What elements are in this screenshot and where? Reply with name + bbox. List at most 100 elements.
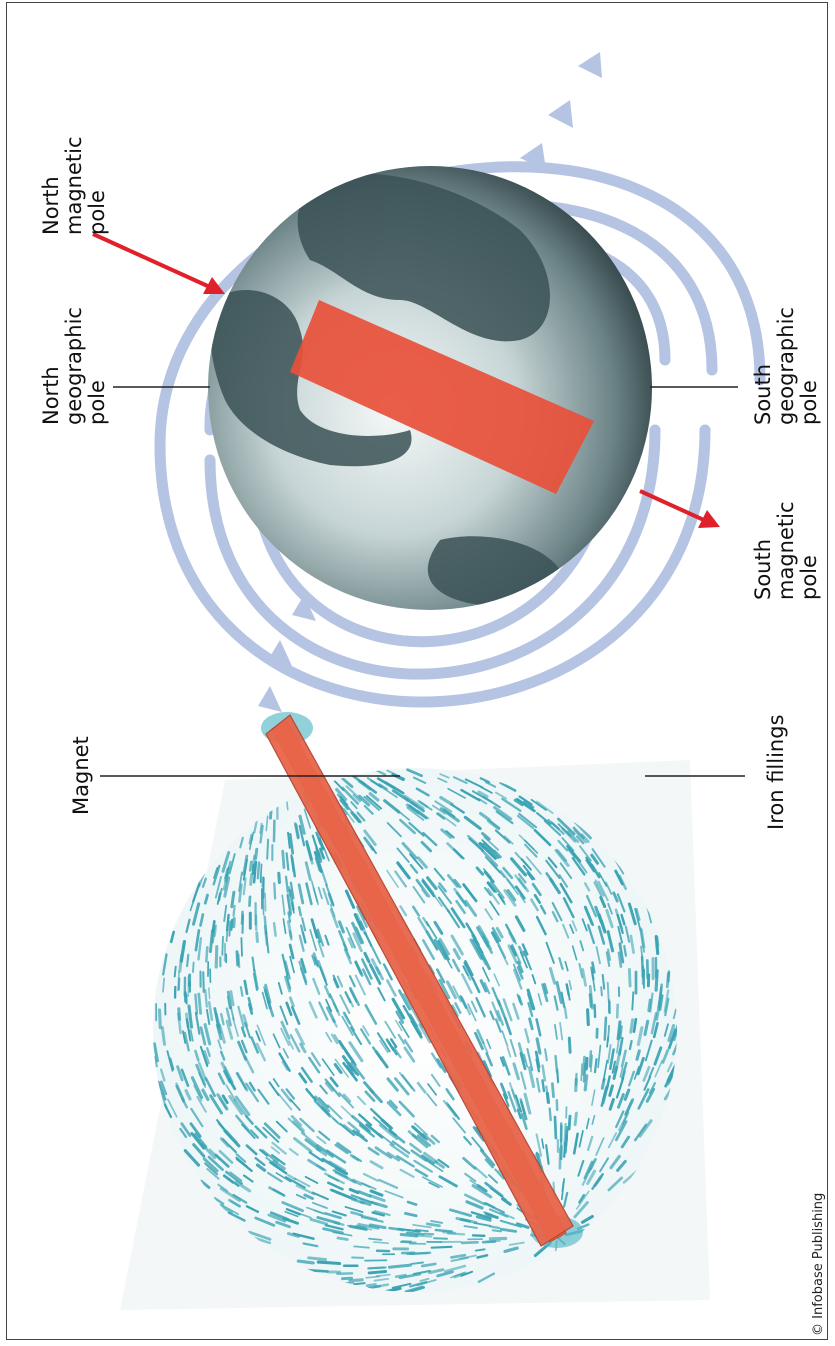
iron-filing	[617, 925, 623, 944]
iron-filing	[419, 801, 433, 811]
iron-filing	[345, 785, 363, 802]
iron-filing	[483, 1202, 505, 1214]
iron-filing	[374, 1283, 390, 1288]
iron-filing	[523, 839, 539, 854]
iron-filing	[571, 857, 586, 876]
iron-filing	[213, 1197, 225, 1205]
iron-filing	[409, 1142, 422, 1154]
iron-filing	[349, 986, 360, 1007]
iron-filing	[474, 1248, 486, 1252]
iron-filing	[220, 1061, 232, 1082]
iron-filing	[489, 881, 499, 893]
iron-filing	[335, 1191, 358, 1201]
iron-filing	[520, 1071, 527, 1090]
iron-filing	[584, 882, 591, 892]
iron-filing	[465, 1200, 484, 1210]
iron-filing	[445, 980, 458, 1000]
iron-filing	[491, 986, 501, 1007]
iron-filing	[378, 1178, 399, 1190]
iron-filing	[605, 908, 614, 929]
iron-filing	[564, 960, 569, 972]
iron-filing	[594, 905, 604, 924]
iron-filing	[591, 848, 606, 868]
iron-filing	[403, 1039, 414, 1053]
iron-filing	[571, 945, 578, 961]
continent-shape	[210, 290, 412, 467]
iron-filing	[216, 1119, 229, 1134]
iron-filing	[223, 876, 231, 898]
iron-filing	[471, 790, 493, 803]
iron-filing	[427, 1083, 437, 1096]
iron-filing	[629, 934, 635, 954]
iron-filing	[330, 1033, 339, 1045]
iron-filing	[514, 1094, 523, 1113]
iron-filing	[201, 877, 207, 888]
iron-filing	[617, 951, 623, 968]
iron-filing	[322, 887, 330, 906]
iron-filing	[607, 1132, 618, 1149]
iron-filing	[448, 1208, 473, 1217]
iron-filing	[454, 1002, 462, 1015]
iron-filing	[663, 1023, 669, 1037]
iron-filing	[309, 1218, 329, 1226]
iron-filing	[299, 1042, 307, 1054]
iron-filing	[267, 1213, 287, 1223]
iron-filing	[439, 795, 454, 807]
iron-filing	[321, 1058, 335, 1076]
iron-filing	[199, 1179, 211, 1189]
iron-filing	[334, 1143, 349, 1155]
iron-filing	[323, 847, 330, 862]
iron-filing	[272, 1159, 286, 1171]
iron-filing	[197, 937, 203, 961]
iron-filing	[463, 1225, 478, 1229]
iron-filing	[336, 1236, 349, 1241]
iron-filing	[497, 942, 507, 959]
iron-filing	[396, 1155, 415, 1168]
iron-filing	[574, 1072, 578, 1087]
iron-filing	[615, 1110, 625, 1129]
iron-filing	[248, 1081, 256, 1092]
iron-filing	[187, 1004, 194, 1029]
iron-filing	[348, 1062, 360, 1077]
iron-filing	[282, 1048, 289, 1059]
iron-filing	[406, 768, 423, 778]
iron-filing	[654, 935, 660, 956]
iron-filing	[616, 893, 626, 913]
iron-filing	[308, 1056, 321, 1074]
iron-filing	[575, 1190, 590, 1210]
iron-filing	[533, 893, 542, 904]
iron-filing	[325, 998, 333, 1013]
iron-filing	[373, 1278, 390, 1282]
iron-filing	[362, 1172, 379, 1182]
iron-filing	[414, 1234, 433, 1238]
iron-filing	[201, 1088, 210, 1102]
iron-filing	[369, 1088, 383, 1104]
field-arrow-icon	[520, 143, 546, 170]
iron-filing	[298, 824, 306, 847]
iron-filing	[275, 1220, 291, 1229]
iron-filing	[599, 895, 607, 908]
iron-filing	[453, 878, 462, 889]
iron-filing	[585, 859, 596, 873]
iron-filing	[408, 821, 425, 837]
iron-filing	[248, 895, 252, 908]
iron-filing	[617, 1093, 625, 1109]
iron-filing	[344, 889, 356, 909]
iron-filing	[328, 1160, 347, 1173]
iron-filing	[261, 991, 268, 1010]
iron-filings-dish	[120, 712, 710, 1310]
iron-filing	[450, 907, 466, 929]
iron-filing	[249, 1129, 259, 1139]
iron-filing	[486, 1240, 501, 1243]
iron-filing	[357, 1223, 380, 1230]
iron-filing	[202, 1157, 219, 1173]
iron-filing	[263, 1122, 281, 1139]
field-arrow-icon	[292, 595, 316, 621]
iron-filing	[239, 985, 244, 997]
iron-filing	[378, 783, 388, 790]
iron-filing	[445, 1088, 455, 1101]
iron-filing	[272, 921, 277, 937]
iron-filing	[194, 993, 199, 1015]
iron-filing	[420, 1262, 437, 1268]
iron-filings-pattern	[153, 768, 677, 1292]
